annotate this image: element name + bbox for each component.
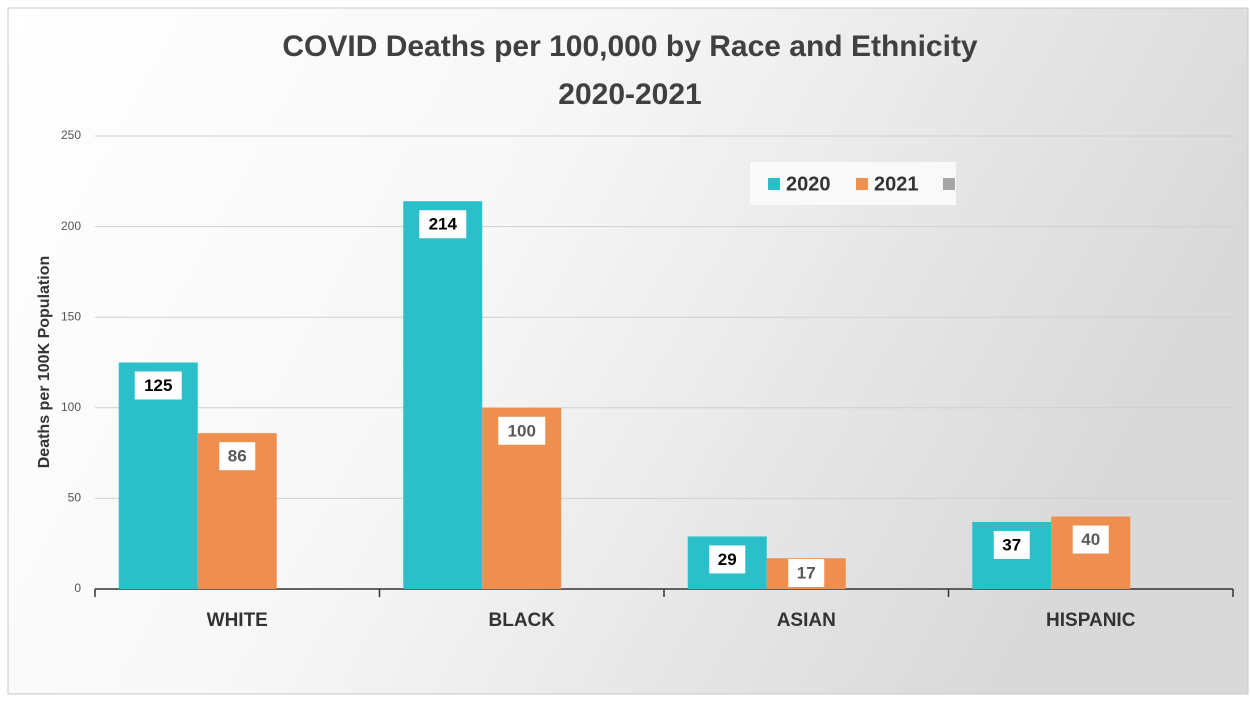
data-label: 17: [797, 563, 816, 582]
data-label-box: [709, 545, 746, 574]
data-label: 40: [1081, 530, 1100, 549]
data-label: 37: [1002, 535, 1021, 554]
y-tick-label: 0: [74, 581, 81, 595]
y-tick-label: 150: [61, 309, 81, 323]
data-label: 86: [228, 447, 247, 466]
data-label: 125: [144, 376, 172, 395]
data-label: 29: [718, 550, 737, 569]
data-label-box: [993, 530, 1030, 559]
y-tick-label: 200: [61, 219, 81, 233]
y-tick-label: 100: [61, 400, 81, 414]
legend-swatch: [943, 178, 955, 190]
data-label-box: [219, 442, 256, 471]
x-tick-label: WHITE: [207, 610, 268, 631]
data-label-box: [498, 416, 546, 445]
data-label-box: [419, 210, 467, 239]
data-label-box: [1072, 525, 1109, 554]
legend-box: [750, 162, 956, 205]
data-label-box: [134, 371, 182, 400]
x-tick-label: ASIAN: [777, 610, 836, 631]
bar: [118, 362, 198, 589]
bar: [403, 201, 483, 589]
x-tick-label: HISPANIC: [1046, 610, 1136, 631]
x-tick-label: BLACK: [489, 610, 556, 631]
y-axis-label: Deaths per 100K Population: [36, 256, 53, 469]
data-label-box: [788, 559, 825, 587]
legend-label: 2020: [786, 173, 831, 195]
legend-swatch: [768, 178, 780, 190]
legend-label: 2021: [874, 173, 919, 195]
chart-title: 2020-2021: [558, 78, 701, 111]
chart-title: COVID Deaths per 100,000 by Race and Eth…: [282, 30, 978, 63]
data-label: 214: [429, 215, 458, 234]
data-label: 100: [508, 421, 536, 440]
y-tick-label: 50: [68, 491, 82, 505]
y-tick-label: 250: [61, 128, 81, 142]
legend-swatch: [856, 178, 868, 190]
